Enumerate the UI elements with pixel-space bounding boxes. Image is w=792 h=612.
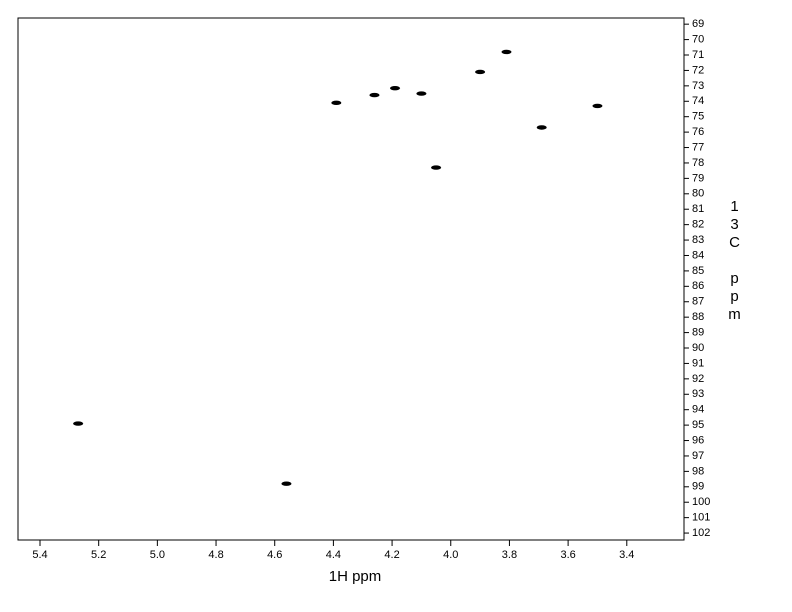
x-tick-label: 4.8: [208, 549, 223, 561]
peak: [369, 92, 380, 98]
plot-frame: [17, 17, 685, 541]
peak: [592, 103, 603, 109]
y-tick-label: 97: [692, 450, 704, 462]
y-axis-label: 13C ppm: [726, 198, 743, 324]
y-tick-label: 94: [692, 404, 704, 416]
peak: [431, 165, 442, 170]
y-tick-label: 102: [692, 527, 710, 539]
peak: [390, 85, 401, 91]
y-tick-label: 80: [692, 188, 704, 200]
y-tick-label: 95: [692, 419, 704, 431]
peak: [475, 69, 486, 75]
x-tick-label: 3.4: [619, 549, 634, 561]
y-tick-label: 86: [692, 280, 704, 292]
y-tick-label: 89: [692, 326, 704, 338]
y-tick-label: 78: [692, 157, 704, 169]
y-tick-label: 81: [692, 203, 704, 215]
y-tick-label: 88: [692, 311, 704, 323]
y-tick-label: 87: [692, 296, 704, 308]
y-tick-label: 70: [692, 33, 704, 45]
y-tick-label: 84: [692, 249, 704, 261]
y-tick-label: 72: [692, 64, 704, 76]
x-tick-label: 3.8: [502, 549, 517, 561]
y-tick-label: 71: [692, 49, 704, 61]
y-tick-label: 91: [692, 357, 704, 369]
x-tick-label: 4.6: [267, 549, 282, 561]
y-tick-label: 98: [692, 465, 704, 477]
y-tick-label: 93: [692, 388, 704, 400]
x-tick-label: 4.4: [326, 549, 341, 561]
peak: [281, 481, 292, 486]
y-tick-label: 99: [692, 481, 704, 493]
y-tick-label: 85: [692, 265, 704, 277]
y-tick-label: 76: [692, 126, 704, 138]
y-tick-label: 83: [692, 234, 704, 246]
y-tick-label: 101: [692, 512, 710, 524]
y-tick-label: 100: [692, 496, 710, 508]
peak: [536, 125, 547, 130]
y-tick-label: 96: [692, 434, 704, 446]
x-tick-label: 4.0: [443, 549, 458, 561]
x-tick-label: 5.4: [32, 549, 47, 561]
y-tick-label: 74: [692, 95, 704, 107]
x-tick-label: 5.2: [91, 549, 106, 561]
peak: [73, 421, 84, 426]
y-tick-label: 69: [692, 18, 704, 30]
peak: [501, 49, 512, 55]
x-tick-label: 3.6: [560, 549, 575, 561]
x-tick-label: 5.0: [150, 549, 165, 561]
y-tick-label: 82: [692, 219, 704, 231]
peak: [331, 100, 342, 106]
peak: [416, 91, 427, 96]
y-tick-label: 77: [692, 141, 704, 153]
y-tick-label: 90: [692, 342, 704, 354]
y-tick-label: 92: [692, 373, 704, 385]
y-tick-label: 73: [692, 80, 704, 92]
y-tick-label: 79: [692, 172, 704, 184]
x-tick-label: 4.2: [384, 549, 399, 561]
y-tick-label: 75: [692, 111, 704, 123]
x-axis-label: 1H ppm: [329, 568, 382, 585]
